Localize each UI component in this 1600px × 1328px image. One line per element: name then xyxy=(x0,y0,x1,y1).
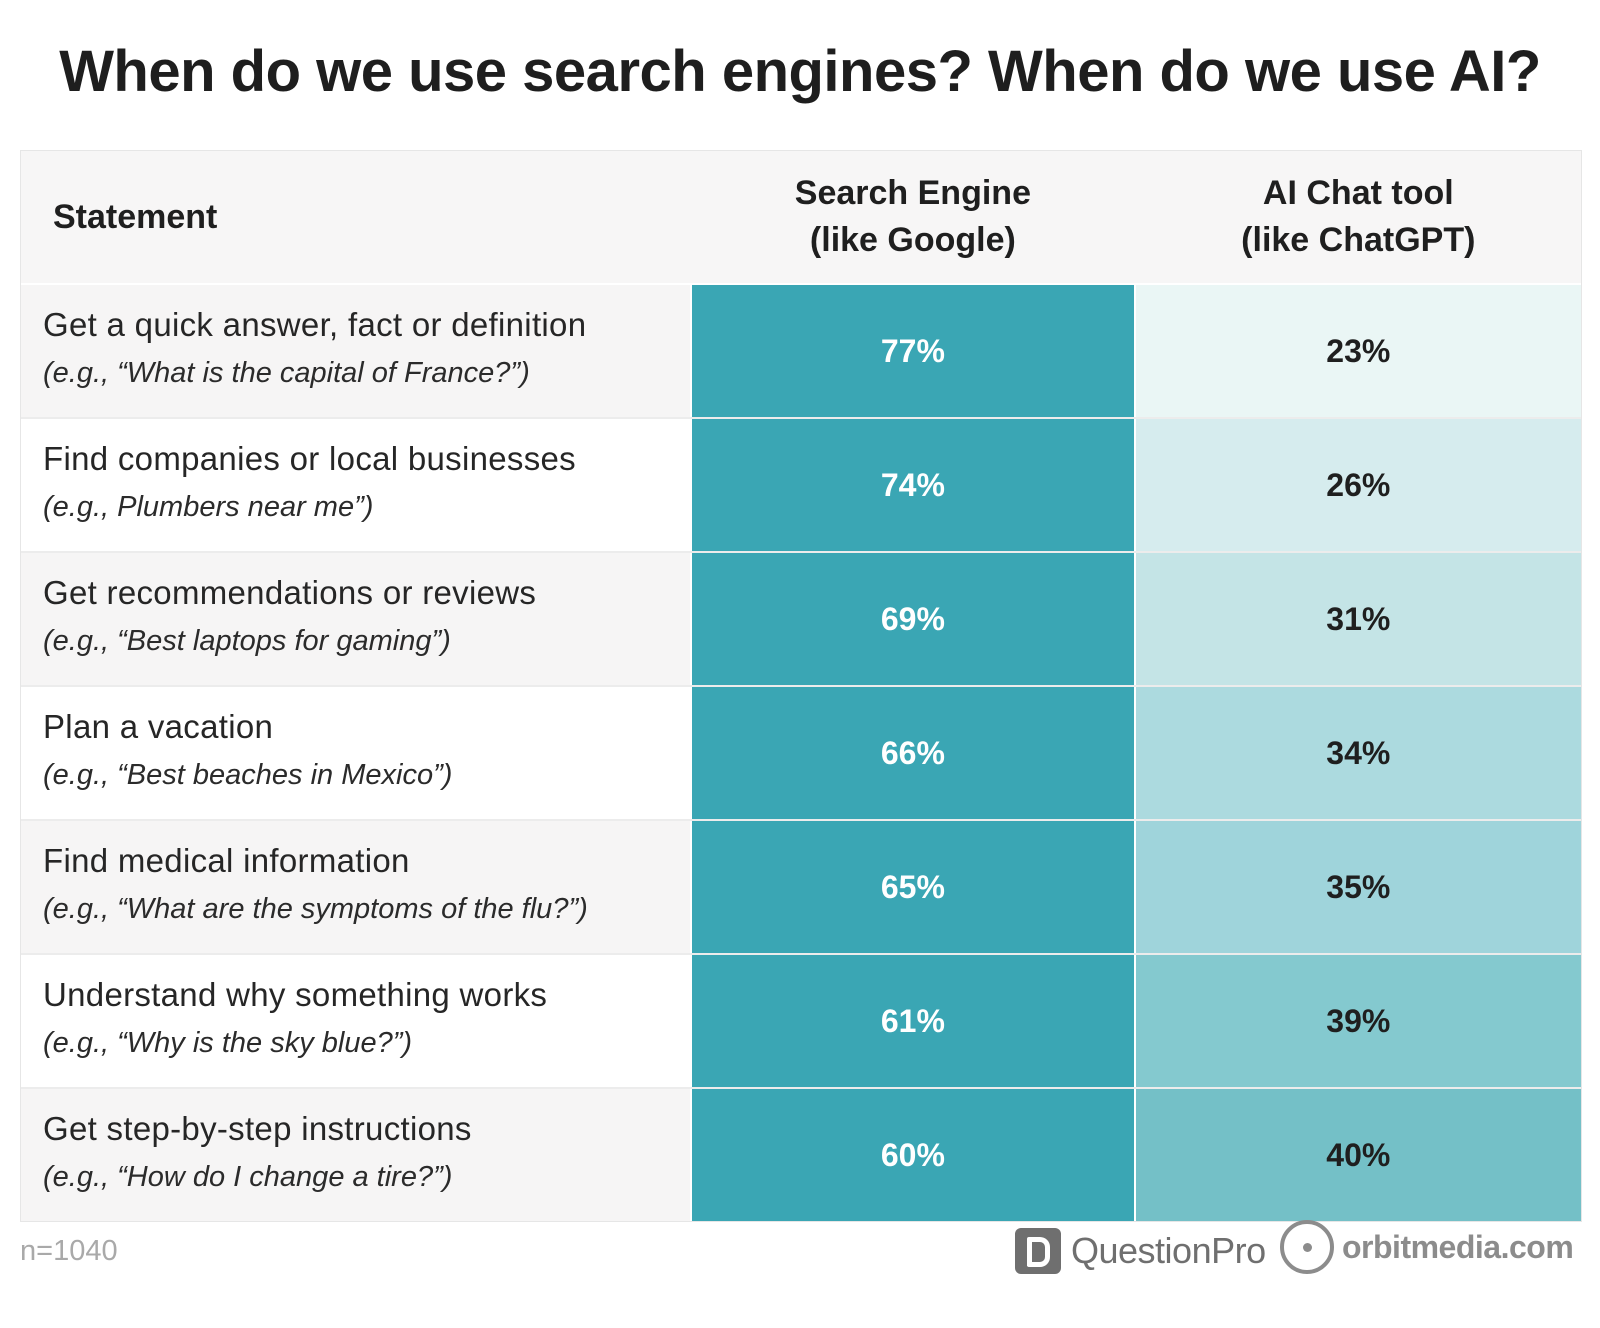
questionpro-logo: QuestionPro xyxy=(1015,1228,1266,1274)
statement-cell: Understand why something works (e.g., “Wh… xyxy=(21,955,691,1087)
ai-chat-value: 35% xyxy=(1135,821,1581,953)
ai-chat-value: 31% xyxy=(1135,553,1581,685)
statement-cell: Get a quick answer, fact or definition (e… xyxy=(21,285,691,417)
statement-cell: Get recommendations or reviews (e.g., “Be… xyxy=(21,553,691,685)
search-engine-value: 66% xyxy=(690,687,1136,819)
ai-chat-value: 34% xyxy=(1135,687,1581,819)
header-ai-chat-tool: AI Chat tool (like ChatGPT) xyxy=(1136,151,1581,283)
statement-text: Get a quick answer, fact or definition xyxy=(43,306,587,343)
header-ai-line2: (like ChatGPT) xyxy=(1241,221,1476,259)
ai-chat-value: 40% xyxy=(1135,1089,1581,1221)
statement-example: (e.g., “How do I change a tire?”) xyxy=(43,1161,453,1193)
table-row: Get recommendations or reviews (e.g., “Be… xyxy=(21,553,1581,687)
header-search-engine-line2: (like Google) xyxy=(809,221,1016,259)
statement-cell: Find medical information (e.g., “What are… xyxy=(21,821,691,953)
table-row: Find medical information (e.g., “What are… xyxy=(21,821,1581,955)
header-search-engine: Search Engine (like Google) xyxy=(690,151,1135,283)
statement-text: Find companies or local businesses xyxy=(43,440,576,477)
orbitmedia-logo: orbitmedia.com xyxy=(1280,1220,1574,1274)
statement-text: Get step-by-step instructions xyxy=(43,1110,472,1147)
table-row: Get a quick answer, fact or definition (e… xyxy=(21,285,1581,419)
questionpro-wordmark: QuestionPro xyxy=(1071,1230,1266,1271)
statement-example: (e.g., “Best beaches in Mexico”) xyxy=(43,759,453,791)
table-row: Plan a vacation (e.g., “Best beaches in M… xyxy=(21,687,1581,821)
table-row: Find companies or local businesses (e.g.,… xyxy=(21,419,1581,553)
statement-cell: Plan a vacation (e.g., “Best beaches in M… xyxy=(21,687,691,819)
questionpro-icon xyxy=(1015,1228,1061,1274)
statement-cell: Find companies or local businesses (e.g.,… xyxy=(21,419,691,551)
statement-cell: Get step-by-step instructions (e.g., “How… xyxy=(21,1089,691,1221)
statement-example: (e.g., Plumbers near me”) xyxy=(43,491,374,523)
orbit-icon xyxy=(1280,1220,1334,1274)
table-header: Statement Search Engine (like Google) AI… xyxy=(21,151,1581,285)
comparison-table: Statement Search Engine (like Google) AI… xyxy=(20,150,1582,1222)
statement-text: Find medical information xyxy=(43,842,410,879)
table-body: Get a quick answer, fact or definition (e… xyxy=(21,285,1581,1221)
table-row: Get step-by-step instructions (e.g., “How… xyxy=(21,1089,1581,1221)
statement-example: (e.g., “Why is the sky blue?”) xyxy=(43,1027,413,1059)
search-engine-value: 69% xyxy=(690,553,1136,685)
search-engine-value: 61% xyxy=(690,955,1136,1087)
ai-chat-value: 39% xyxy=(1135,955,1581,1087)
ai-chat-value: 26% xyxy=(1135,419,1581,551)
chart-title: When do we use search engines? When do w… xyxy=(59,39,1541,104)
search-engine-value: 65% xyxy=(690,821,1136,953)
header-search-engine-line1: Search Engine xyxy=(794,174,1031,212)
ai-chat-value: 23% xyxy=(1135,285,1581,417)
sample-size-note: n=1040 xyxy=(20,1235,118,1267)
table-row: Understand why something works (e.g., “Wh… xyxy=(21,955,1581,1089)
search-engine-value: 60% xyxy=(690,1089,1136,1221)
header-statement: Statement xyxy=(53,197,218,236)
orbitmedia-wordmark: orbitmedia.com xyxy=(1342,1228,1574,1265)
header-ai-line1: AI Chat tool xyxy=(1262,174,1454,212)
search-engine-value: 74% xyxy=(690,419,1136,551)
search-engine-value: 77% xyxy=(690,285,1136,417)
statement-text: Understand why something works xyxy=(43,976,548,1013)
statement-example: (e.g., “What are the symptoms of the flu… xyxy=(43,893,588,925)
statement-example: (e.g., “What is the capital of France?”) xyxy=(43,357,530,389)
statement-text: Get recommendations or reviews xyxy=(43,574,537,611)
statement-example: (e.g., “Best laptops for gaming”) xyxy=(43,625,451,657)
statement-text: Plan a vacation xyxy=(43,708,274,745)
